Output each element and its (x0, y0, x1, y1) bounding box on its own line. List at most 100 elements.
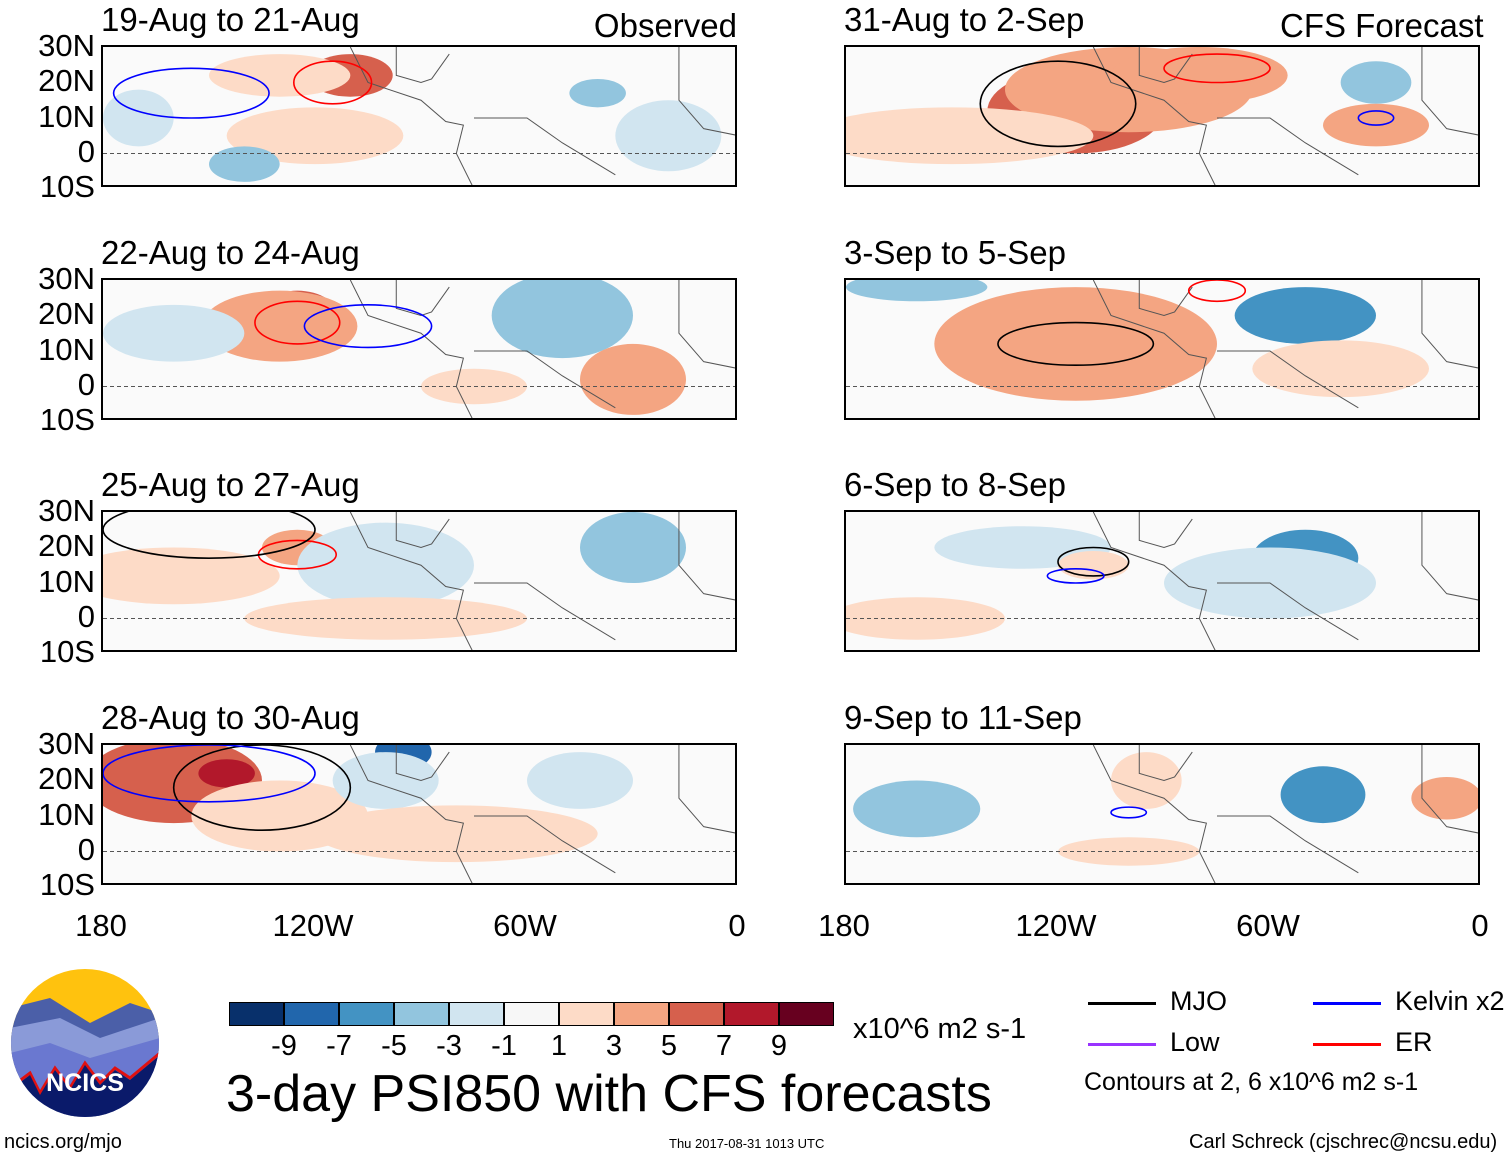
coastline (1092, 512, 1478, 650)
colorbar-swatch (449, 1002, 504, 1026)
anomaly-shading (1058, 551, 1129, 580)
anomaly-shading (1340, 61, 1412, 104)
panel-title: 3-Sep to 5-Sep (844, 234, 1066, 271)
legend-label: Kelvin x2 (1395, 986, 1505, 1016)
lat-tick-label: 0 (77, 831, 95, 867)
map-panel (844, 45, 1480, 187)
anomaly-shading (853, 780, 981, 838)
wave-contour (172, 745, 352, 831)
lat-tick-label: 30N (38, 726, 95, 761)
lat-tick-label: 10S (39, 634, 95, 670)
lat-tick-label: 20N (38, 296, 95, 332)
colorbar-swatch (394, 1002, 449, 1026)
anomaly-shading (846, 107, 1094, 165)
coastline (349, 512, 735, 650)
panel-title: 19-Aug to 21-Aug (101, 1, 360, 38)
lon-tick-label: 180 (818, 908, 870, 943)
anomaly-shading (1111, 47, 1288, 104)
wave-contour (1163, 53, 1271, 84)
coastline (1092, 47, 1478, 185)
ncics-logo: NCICS (10, 968, 160, 1118)
anomaly-shading (615, 100, 722, 172)
lon-tick-label: 0 (728, 908, 746, 943)
lat-tick-label: 0 (77, 598, 95, 634)
wave-contour (112, 67, 270, 119)
lat-tick-label: 10N (38, 98, 95, 134)
colorbar-label: 9 (770, 1030, 788, 1062)
anomaly-shading (527, 752, 633, 809)
anomaly-shading (569, 78, 626, 108)
colorbar-swatch (779, 1002, 834, 1026)
lat-tick-label: 30N (38, 493, 95, 528)
footer-timestamp: Thu 2017-08-31 1013 UTC (669, 1136, 825, 1151)
anomaly-shading (1252, 340, 1429, 398)
coastline (349, 47, 735, 185)
legend-label: Low (1170, 1027, 1220, 1057)
anomaly-shading (491, 280, 633, 359)
anomaly-shading (209, 54, 351, 97)
anomaly-shading (103, 304, 245, 362)
colorbar-label: 5 (660, 1030, 678, 1062)
map-panel (844, 743, 1480, 885)
wave-contour (103, 512, 316, 559)
legend-line (1313, 1002, 1381, 1005)
wave-contour (1357, 110, 1395, 126)
colorbar-swatch (559, 1002, 614, 1026)
anomaly-shading (934, 287, 1217, 401)
colorbar-swatch (614, 1002, 669, 1026)
legend-line (1088, 1002, 1156, 1005)
lat-tick-label: 30N (38, 261, 95, 296)
lat-tick-label: 10N (38, 563, 95, 599)
colorbar-units: x10^6 m2 s-1 (853, 1013, 1027, 1045)
anomaly-shading (846, 280, 988, 302)
anomaly-shading (1280, 766, 1366, 824)
panel-title: 22-Aug to 24-Aug (101, 234, 360, 271)
wave-contour (997, 321, 1155, 367)
anomaly-shading (226, 107, 404, 165)
lon-tick-label: 120W (1015, 908, 1097, 943)
map-panel (101, 45, 737, 187)
anomaly-shading (580, 512, 686, 583)
map-panel (844, 278, 1480, 420)
panel-title: 25-Aug to 27-Aug (101, 466, 360, 503)
figure-title: 3-day PSI850 with CFS forecasts (226, 1065, 992, 1123)
lat-tick-label: 10N (38, 796, 95, 832)
anomaly-shading (1111, 752, 1182, 809)
lat-tick-label: 30N (38, 28, 95, 63)
wave-contour (254, 300, 341, 345)
anomaly-shading (1234, 287, 1376, 344)
coastline (1092, 745, 1478, 883)
wave-contour (303, 304, 433, 349)
legend-line (1088, 1043, 1156, 1046)
wave-contour (103, 745, 316, 803)
lon-tick-label: 180 (75, 908, 127, 943)
wave-contour (979, 60, 1137, 148)
wave-contour (293, 60, 373, 105)
map-panel (101, 743, 737, 885)
anomaly-shading (297, 522, 474, 608)
coastline (1092, 280, 1478, 418)
lat-tick-label: 10S (39, 402, 95, 438)
anomaly-shading (1411, 776, 1478, 820)
colorbar-label: -5 (381, 1030, 407, 1062)
coastline (349, 745, 735, 883)
legend-line (1313, 1043, 1381, 1046)
column-label: Observed (593, 7, 737, 44)
logo-text: NCICS (46, 1069, 124, 1097)
footer-credit: Carl Schreck (cjschrec@ncsu.edu) (1189, 1131, 1498, 1153)
colorbar-swatch (339, 1002, 394, 1026)
lat-tick-label: 0 (77, 366, 95, 402)
coastline (349, 280, 735, 418)
lat-tick-label: 10S (39, 867, 95, 903)
lat-tick-label: 20N (38, 63, 95, 99)
lat-tick-label: 20N (38, 761, 95, 797)
anomaly-shading (103, 89, 174, 147)
panel-title: 6-Sep to 8-Sep (844, 466, 1066, 503)
colorbar-label: -9 (271, 1030, 297, 1062)
colorbar-label: 3 (605, 1030, 623, 1062)
colorbar-label: 7 (715, 1030, 733, 1062)
colorbar-label: 1 (550, 1030, 568, 1062)
anomaly-shading (209, 146, 280, 182)
footer-url[interactable]: ncics.org/mjo (4, 1131, 122, 1153)
colorbar-swatch (669, 1002, 724, 1026)
